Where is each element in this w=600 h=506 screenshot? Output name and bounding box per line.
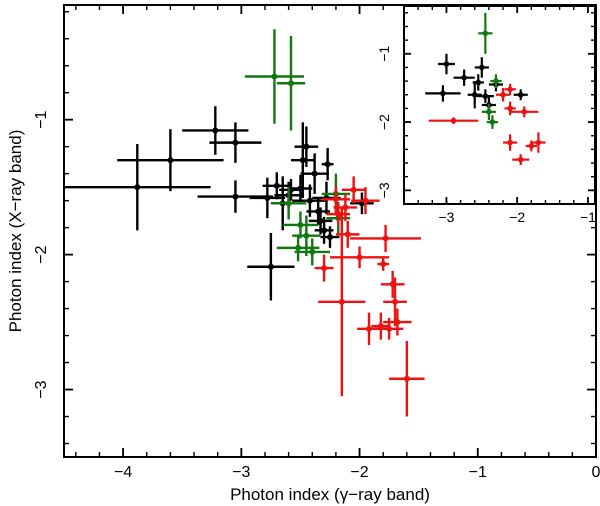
- main-data-point: [287, 80, 294, 87]
- main-tick-labels: −4 −3 −2 −1 0 −1 −2 −3: [33, 110, 600, 481]
- main-data-point: [321, 265, 328, 272]
- main-series-2: [314, 176, 425, 417]
- inset-data-point: [475, 79, 482, 86]
- main-x-tick-label: 0: [592, 464, 600, 481]
- inset-data-point: [479, 64, 485, 71]
- main-data-point: [338, 298, 345, 305]
- inset-data-point: [507, 86, 513, 93]
- main-data-point: [309, 248, 316, 255]
- main-data-point: [311, 170, 318, 177]
- main-data-point: [350, 186, 357, 193]
- inset-x-tick-label: −2: [509, 209, 525, 225]
- main-data-layer: [64, 29, 425, 417]
- main-data-point: [273, 182, 280, 189]
- main-x-tick-label: −4: [114, 464, 132, 481]
- inset-plot-frame: [403, 5, 596, 205]
- inset-data-point: [493, 78, 499, 84]
- inset-data-point: [482, 30, 489, 37]
- main-data-point: [342, 204, 349, 211]
- main-data-point: [389, 281, 396, 288]
- main-data-point: [134, 184, 141, 191]
- main-data-point: [321, 227, 328, 234]
- y-axis-title: Photon index (X−ray band): [6, 130, 25, 333]
- inset-data-point: [535, 139, 542, 146]
- main-series-1: [244, 29, 351, 266]
- inset-y-tick-label: −2: [376, 114, 392, 130]
- inset-data-point: [507, 105, 513, 112]
- inset-data-point: [517, 156, 524, 163]
- main-y-tick-label: −3: [33, 380, 50, 398]
- main-series-0: [64, 106, 374, 301]
- main-data-point: [392, 298, 399, 305]
- inset-y-tick-label: −1: [376, 46, 392, 62]
- main-x-tick-label: −2: [350, 464, 368, 481]
- inset-data-point: [528, 143, 535, 149]
- inset-data-point: [507, 139, 513, 146]
- inset-data-point: [489, 119, 496, 125]
- main-data-point: [303, 232, 310, 239]
- main-data-point: [232, 193, 239, 200]
- inset-data-point: [500, 91, 506, 98]
- main-data-point: [344, 231, 351, 238]
- main-data-point: [267, 263, 274, 270]
- inset-data-point: [443, 61, 450, 67]
- main-data-point: [317, 217, 324, 224]
- main-data-point: [403, 375, 410, 382]
- main-data-point: [264, 194, 271, 201]
- main-data-point: [306, 197, 313, 204]
- inset-series-2: [428, 83, 546, 166]
- main-y-tick-label: −1: [33, 110, 50, 128]
- inset-data-point: [461, 74, 467, 81]
- inset-axis-ticks: [404, 6, 595, 204]
- main-data-point: [356, 254, 363, 261]
- main-data-point: [232, 139, 239, 146]
- inset-data-layer: [425, 12, 546, 166]
- inset-tick-labels: −3 −2 −1 −1 −2 −3: [376, 46, 596, 225]
- main-data-point: [327, 234, 333, 241]
- main-data-point: [362, 197, 369, 204]
- main-data-point: [299, 157, 306, 164]
- inset-background: [403, 6, 595, 204]
- x-axis-title: Photon index (γ−ray band): [230, 485, 430, 504]
- inset-data-point: [486, 109, 492, 115]
- main-x-tick-label: −1: [469, 464, 487, 481]
- inset-data-point: [517, 91, 524, 98]
- inset-data-point: [471, 91, 478, 98]
- main-data-point: [324, 161, 331, 168]
- main-data-point: [380, 261, 387, 268]
- main-y-tick-label: −2: [33, 245, 50, 263]
- inset-data-point: [450, 117, 457, 124]
- main-data-point: [212, 127, 219, 134]
- inset-y-tick-label: −3: [376, 182, 392, 198]
- main-data-point: [332, 196, 339, 203]
- main-data-point: [297, 221, 304, 228]
- main-data-point: [335, 211, 342, 218]
- main-plot-frame: [63, 4, 597, 458]
- main-data-point: [386, 325, 393, 332]
- main-data-point: [303, 143, 310, 150]
- inset-data-point: [521, 109, 528, 115]
- inset-series-1: [478, 12, 502, 129]
- main-data-point: [366, 325, 373, 332]
- main-data-point: [167, 157, 174, 164]
- main-data-point: [285, 200, 292, 207]
- main-data-point: [295, 244, 302, 251]
- main-data-point: [271, 73, 278, 80]
- inset-x-tick-label: −1: [580, 209, 596, 225]
- main-x-tick-label: −3: [232, 464, 250, 481]
- main-data-point: [382, 235, 389, 242]
- inset-x-tick-label: −3: [438, 209, 454, 225]
- inset-data-point: [440, 90, 446, 97]
- inset-data-point: [482, 93, 489, 99]
